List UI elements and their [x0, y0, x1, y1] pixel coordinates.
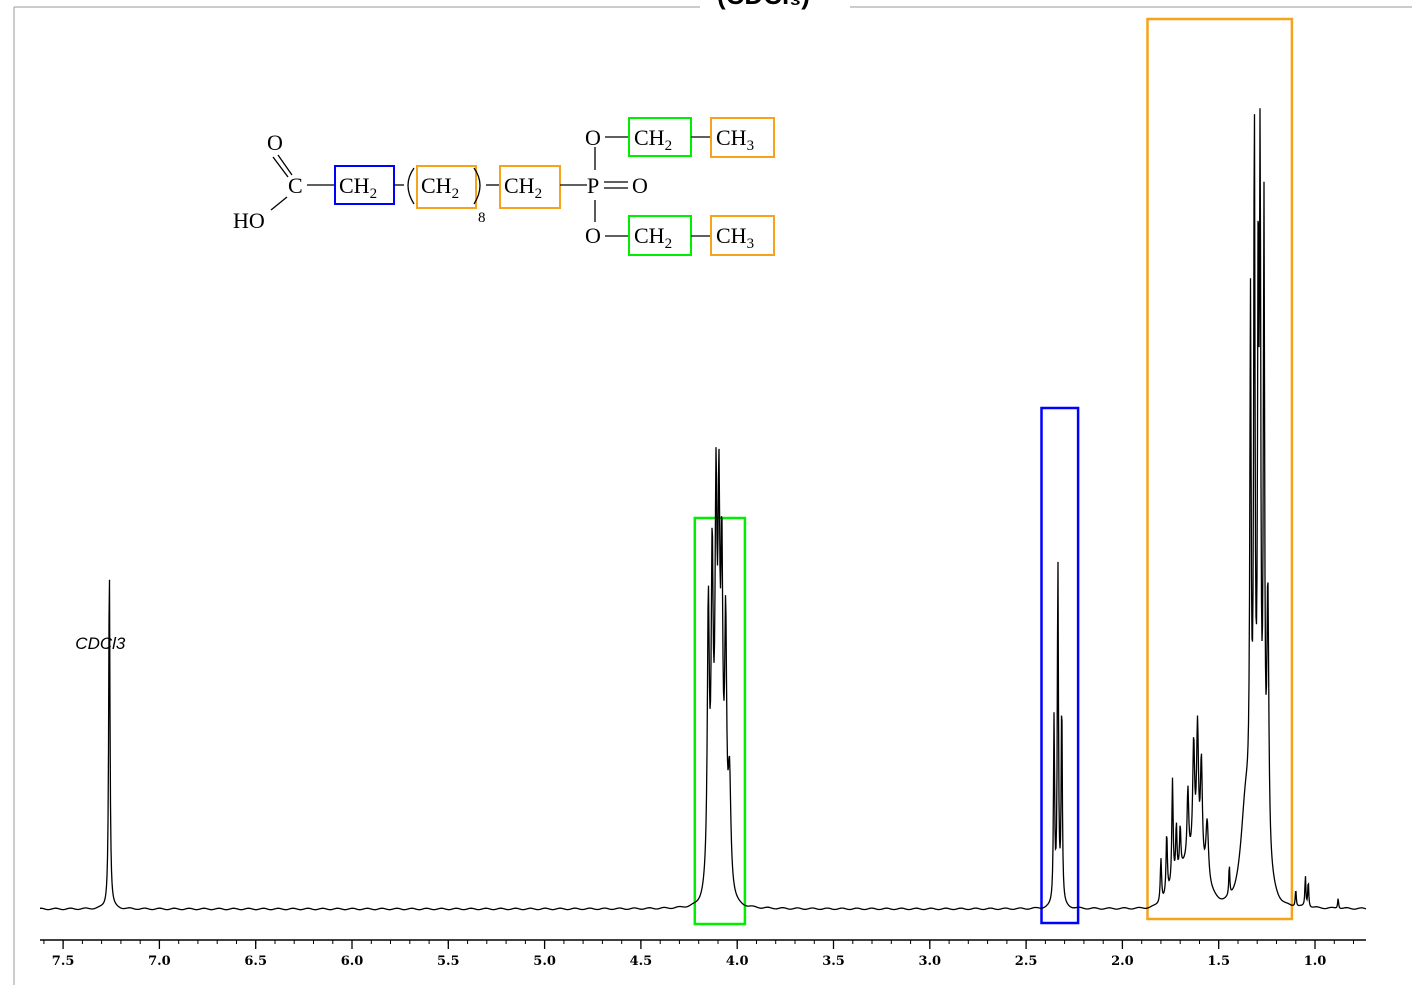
tick-label: 4.0	[726, 954, 749, 969]
solvent-label: CDCl3	[75, 634, 126, 653]
spectrum-trace	[40, 108, 1367, 911]
tick-label: 6.5	[244, 954, 267, 969]
chain-ch2: CH2	[421, 173, 459, 202]
region-box-1	[1040, 406, 1080, 925]
alpha-ch2: CH2	[339, 173, 377, 202]
region-boxes	[693, 17, 1294, 926]
tick-label: 2.5	[1015, 954, 1038, 969]
beta-ch2: CH2	[504, 173, 542, 202]
tick-label: 4.5	[630, 954, 653, 969]
ethoxy-ch3-top-box	[710, 117, 775, 158]
tick-label: 6.0	[341, 954, 364, 969]
carbonyl-oxygen: O	[267, 130, 283, 155]
tick-label: 3.5	[822, 954, 845, 969]
ester-oxygen-top: O	[585, 125, 601, 150]
ester-oxygen-bottom: O	[585, 223, 601, 248]
ethoxy-ch3-bottom: CH3	[716, 223, 754, 252]
tick-label: 1.0	[1304, 954, 1327, 969]
ethoxy-ch3-top: CH3	[716, 125, 754, 154]
region-box-2	[1146, 17, 1294, 921]
tick-label: 5.5	[437, 954, 460, 969]
x-axis: 7.5 7.0 6.5 6.0 5.5 5.0 4.5 4.0 3.5 3.0 2.5 2.0 1.5 1…	[40, 939, 1366, 969]
tick-label: 7.5	[52, 954, 75, 969]
carboxyl-carbon: C	[288, 173, 303, 198]
repeat-count: 8	[478, 210, 486, 226]
beta-ch2-box	[499, 165, 561, 209]
ethoxy-ch2-bottom: CH2	[634, 223, 672, 252]
ethoxy-ch3-bottom-box	[710, 215, 775, 256]
x-axis-ticks: 7.5 7.0 6.5 6.0 5.5 5.0 4.5 4.0 3.5 3.0 2.5 2.0 1.5 1…	[43, 940, 1354, 969]
tick-label: 7.0	[148, 954, 171, 969]
tick-label: 3.0	[918, 954, 941, 969]
chain-ch2-box	[416, 165, 477, 209]
hydroxyl-group: HO	[233, 208, 265, 233]
tick-label: 1.5	[1207, 954, 1230, 969]
tick-label: 5.0	[533, 954, 556, 969]
phosphorus-atom: P	[587, 173, 599, 198]
ethoxy-ch2-top: CH2	[634, 125, 672, 154]
phosphoryl-oxygen: O	[632, 173, 648, 198]
tick-label: 2.0	[1111, 954, 1134, 969]
title-fragment: (CDCl₃)	[717, 0, 810, 10]
molecule-structure: O C HO CH2 CH2 8 CH2 P O O CH2 CH3 O	[233, 117, 775, 256]
